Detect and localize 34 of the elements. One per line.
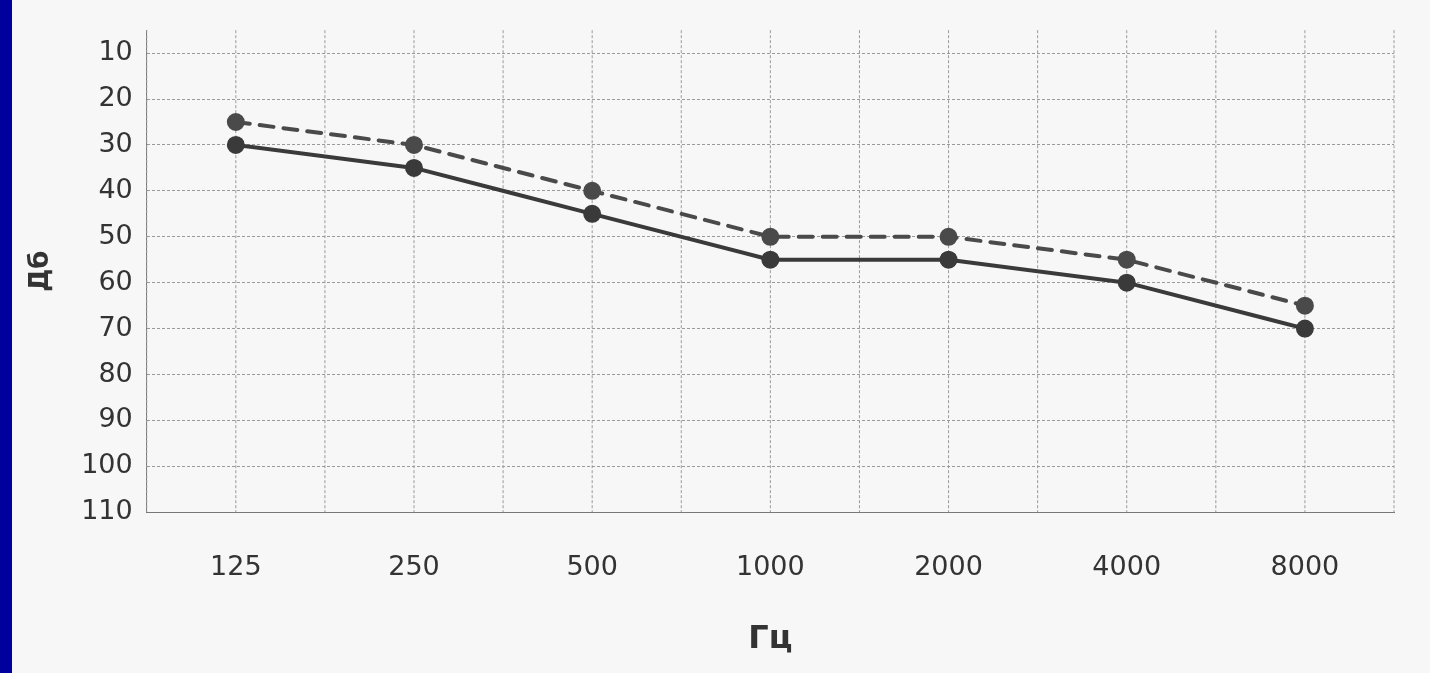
y-axis-title: Дб: [24, 250, 55, 292]
point: [226, 113, 245, 132]
point: [1295, 319, 1314, 338]
point: [1117, 273, 1136, 292]
x-tick-label: 500: [566, 550, 618, 582]
y-tick-label: 30: [98, 126, 133, 158]
point: [761, 227, 780, 246]
y-tick-label: 50: [98, 218, 133, 250]
y-tick-label: 60: [98, 264, 133, 296]
y-tick-label: 20: [98, 81, 133, 113]
x-tick-label: 125: [210, 550, 262, 582]
point: [939, 250, 958, 269]
point: [405, 158, 424, 177]
y-tick-label: 10: [98, 35, 133, 67]
point: [761, 250, 780, 269]
x-tick-label: 2000: [914, 550, 983, 582]
y-tick-label: 80: [98, 356, 133, 388]
point: [583, 181, 602, 200]
y-tick-label: 40: [98, 172, 133, 204]
x-tick-label: 4000: [1092, 550, 1162, 582]
x-axis-title: Гц: [748, 618, 793, 657]
y-tick-label: 100: [81, 448, 133, 480]
point: [226, 135, 245, 154]
x-tick-label: 1000: [736, 550, 805, 582]
y-tick-label: 90: [98, 402, 133, 434]
x-tick-label: 250: [388, 550, 440, 582]
y-tick-label: 110: [81, 494, 133, 526]
point: [405, 135, 424, 154]
point: [583, 204, 602, 223]
y-tick-label: 70: [98, 310, 133, 342]
point: [1295, 296, 1314, 315]
point: [939, 227, 958, 246]
point: [1117, 250, 1136, 269]
x-tick-label: 8000: [1270, 550, 1340, 582]
